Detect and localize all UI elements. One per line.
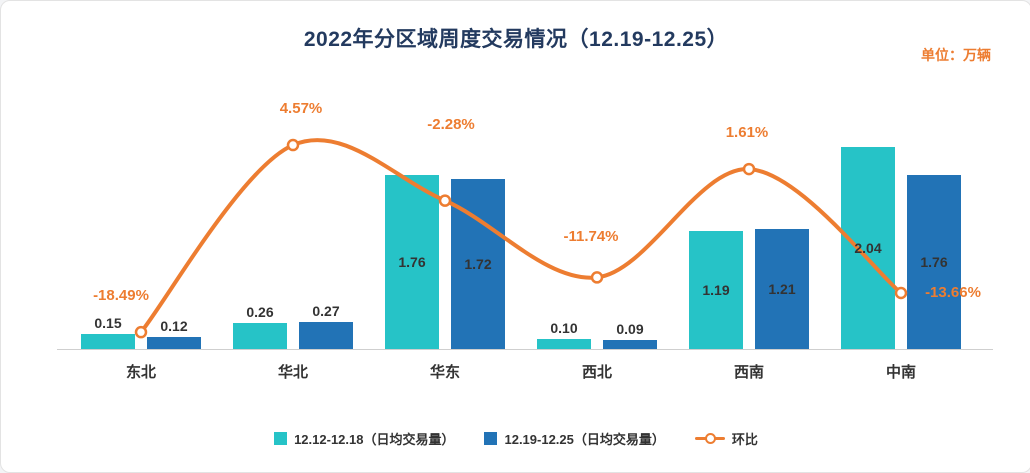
legend-label-line: 环比 [731,432,758,447]
legend: 12.12-12.18（日均交易量） 12.19-12.25（日均交易量） 环比 [1,429,1030,448]
category-label: 华北 [277,364,308,381]
bar-value-label: 0.09 [616,321,644,338]
line-swatch-icon [694,432,725,445]
legend-item-line: 环比 [694,429,758,448]
line-marker-icon [286,138,300,152]
line-value-label: 1.61% [725,124,769,142]
series1-swatch-icon [274,432,288,445]
bar-value-label: 1.21 [768,281,796,298]
legend-label-series1: 12.12-12.18（日均交易量） [294,432,455,447]
legend-item-series1: 12.12-12.18（日均交易量） [274,429,454,448]
bar [537,339,591,349]
x-axis-line [57,349,993,350]
bar-value-label: 2.04 [854,239,882,256]
bar [907,174,961,349]
bar-value-label: 0.27 [312,303,340,320]
bar [233,323,287,349]
bar-value-label: 0.10 [550,320,578,337]
line-swatch-marker-icon [704,433,716,444]
chart-title: 2022年分区域周度交易情况（12.19-12.25） [303,28,729,51]
bar [299,322,353,349]
category-label: 东北 [125,364,156,381]
bar-value-label: 1.76 [920,253,948,270]
bar-value-label: 0.26 [246,304,274,321]
line-value-label: -18.49% [93,287,149,305]
category-label: 西南 [733,364,764,381]
line-value-label: -11.74% [563,228,619,246]
line-value-label: 4.57% [279,100,323,118]
bar-value-label: 1.72 [464,255,492,272]
unit-label: 单位：万辆 [921,47,991,63]
category-label: 中南 [885,364,916,381]
category-label: 华东 [429,364,460,381]
bar [147,337,201,349]
line-value-label: -13.66% [925,283,981,301]
line-value-label: -2.28% [427,115,475,133]
bar-value-label: 1.76 [398,253,426,270]
category-label: 西北 [581,364,612,381]
legend-item-series2: 12.19-12.25（日均交易量） [484,429,665,448]
series2-swatch-icon [484,432,498,445]
bar [81,334,135,349]
bar [603,340,657,349]
legend-label-series2: 12.19-12.25（日均交易量） [504,432,665,447]
bar-value-label: 0.15 [94,315,122,332]
line-marker-icon [590,271,604,284]
bar-value-label: 1.19 [702,282,730,299]
bar-value-label: 0.12 [160,318,188,335]
line-marker-icon [742,162,756,176]
line-marker-icon [438,194,452,207]
